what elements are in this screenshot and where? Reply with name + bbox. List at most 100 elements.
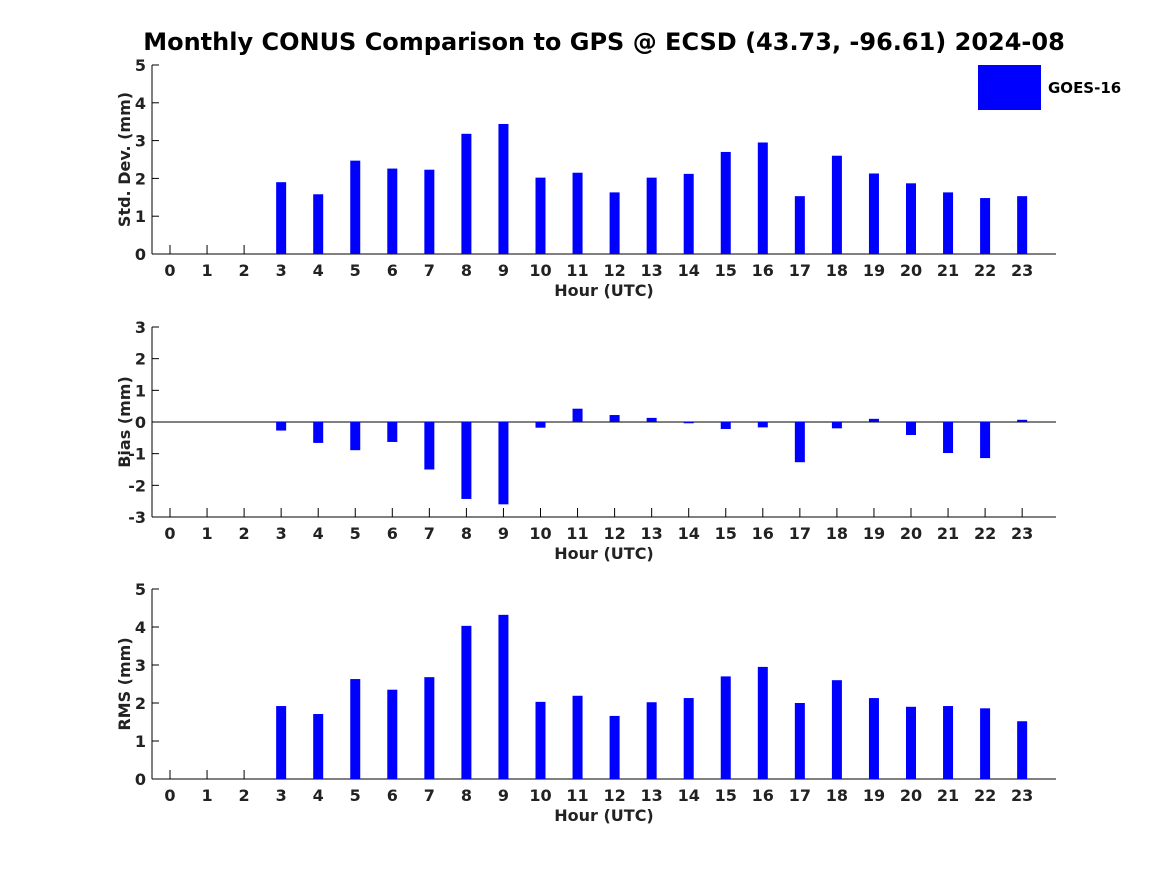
rms-y-tick-label: 4 — [135, 618, 146, 637]
std-dev-x-tick-label: 9 — [498, 261, 509, 280]
std-dev-bar-19 — [868, 173, 879, 254]
legend-swatch — [978, 65, 1041, 110]
bias-x-tick-label: 19 — [863, 524, 885, 543]
std-dev-x-tick-label: 6 — [387, 261, 398, 280]
bias-bar-4 — [313, 422, 324, 443]
bias-x-tick-label: 4 — [313, 524, 324, 543]
bias-bar-18 — [831, 422, 842, 429]
std-dev-bar-21 — [943, 192, 954, 254]
bias-x-tick-label: 7 — [424, 524, 435, 543]
std-dev-y-tick-label: 5 — [135, 56, 146, 75]
std-dev-x-tick-label: 16 — [752, 261, 774, 280]
rms-y-tick-label: 3 — [135, 656, 146, 675]
std-dev-bar-22 — [980, 198, 991, 254]
std-dev-x-tick-label: 2 — [239, 261, 250, 280]
rms-bar-21 — [943, 706, 954, 779]
rms-x-tick-label: 4 — [313, 786, 324, 805]
bias-x-tick-label: 0 — [164, 524, 175, 543]
rms-bar-20 — [906, 706, 916, 779]
std-dev-y-tick-label: 4 — [135, 94, 146, 113]
bias-x-tick-label: 23 — [1011, 524, 1033, 543]
std-dev-y-tick-label: 3 — [135, 132, 146, 151]
rms-x-tick-label: 11 — [566, 786, 588, 805]
rms-x-tick-label: 1 — [201, 786, 212, 805]
bias-y-label: Bias (mm) — [115, 376, 134, 468]
bias-bar-16 — [757, 422, 768, 428]
bias-bar-9 — [498, 422, 509, 505]
bias-bar-20 — [906, 422, 916, 435]
std-dev-bar-3 — [276, 182, 287, 254]
rms-bar-12 — [609, 715, 620, 779]
rms-x-tick-label: 12 — [603, 786, 625, 805]
std-dev-bar-20 — [906, 183, 916, 254]
rms-y-tick-label: 5 — [135, 580, 146, 599]
bias-y-tick-label: -3 — [128, 508, 146, 527]
bias-y-tick-label: -1 — [128, 445, 146, 464]
std-dev-bar-9 — [498, 123, 509, 254]
rms-x-tick-label: 21 — [937, 786, 959, 805]
bias-bar-22 — [980, 422, 991, 459]
std-dev-bar-15 — [720, 151, 731, 254]
rms-bar-15 — [720, 676, 731, 779]
rms-bar-4 — [313, 714, 324, 779]
rms-x-tick-label: 7 — [424, 786, 435, 805]
rms-y-tick-label: 0 — [135, 770, 146, 789]
std-dev-bar-16 — [757, 142, 768, 254]
rms-x-tick-label: 0 — [164, 786, 175, 805]
rms-bar-9 — [498, 614, 509, 779]
rms-x-tick-label: 15 — [715, 786, 737, 805]
bias-y-tick-label: 1 — [135, 381, 146, 400]
std-dev-x-tick-label: 12 — [603, 261, 625, 280]
bias-x-tick-label: 20 — [900, 524, 922, 543]
rms-y-tick-label: 2 — [135, 694, 146, 713]
bias-x-tick-label: 16 — [752, 524, 774, 543]
rms-bar-10 — [535, 701, 546, 779]
std-dev-x-tick-label: 17 — [789, 261, 811, 280]
std-dev-y-tick-label: 0 — [135, 245, 146, 264]
std-dev-x-tick-label: 20 — [900, 261, 922, 280]
bias-x-tick-label: 10 — [529, 524, 551, 543]
std-dev-x-tick-label: 4 — [313, 261, 324, 280]
std-dev-x-tick-label: 21 — [937, 261, 959, 280]
rms-bar-19 — [868, 698, 879, 779]
rms-bar-13 — [646, 702, 657, 779]
std-dev-bar-4 — [313, 194, 324, 254]
rms-y-tick-label: 1 — [135, 732, 146, 751]
legend: GOES-16 — [978, 65, 1121, 110]
std-dev-bar-23 — [1017, 196, 1028, 254]
bias-x-tick-label: 3 — [276, 524, 287, 543]
bias-y-tick-label: -2 — [128, 476, 146, 495]
rms-x-tick-label: 14 — [678, 786, 700, 805]
rms-x-tick-label: 20 — [900, 786, 922, 805]
rms-bar-11 — [572, 695, 583, 779]
rms-x-tick-label: 2 — [239, 786, 250, 805]
bias-x-tick-label: 17 — [789, 524, 811, 543]
bias-y-tick-label: 3 — [135, 318, 146, 337]
std-dev-bar-6 — [387, 168, 398, 254]
std-dev-x-tick-label: 11 — [566, 261, 588, 280]
bias-bar-3 — [276, 422, 287, 431]
rms-bar-22 — [980, 708, 991, 779]
rms-y-label: RMS (mm) — [115, 637, 134, 730]
bias-bar-6 — [387, 422, 398, 442]
rms-bar-17 — [794, 703, 805, 779]
std-dev-bar-7 — [424, 169, 435, 254]
std-dev-bar-12 — [609, 192, 620, 254]
rms-x-tick-label: 23 — [1011, 786, 1033, 805]
std-dev-x-tick-label: 3 — [276, 261, 287, 280]
std-dev-y-label: Std. Dev. (mm) — [115, 92, 134, 227]
std-dev-bar-10 — [535, 177, 546, 254]
bias-x-tick-label: 8 — [461, 524, 472, 543]
bias-bar-13 — [646, 417, 657, 422]
chart-title: Monthly CONUS Comparison to GPS @ ECSD (… — [143, 28, 1065, 56]
bias-bar-7 — [424, 422, 435, 470]
std-dev-bar-13 — [646, 177, 657, 254]
bias-x-tick-label: 11 — [566, 524, 588, 543]
std-dev-x-tick-label: 0 — [164, 261, 175, 280]
std-dev-x-tick-label: 10 — [529, 261, 551, 280]
std-dev-bar-11 — [572, 172, 583, 254]
std-dev-x-tick-label: 13 — [641, 261, 663, 280]
